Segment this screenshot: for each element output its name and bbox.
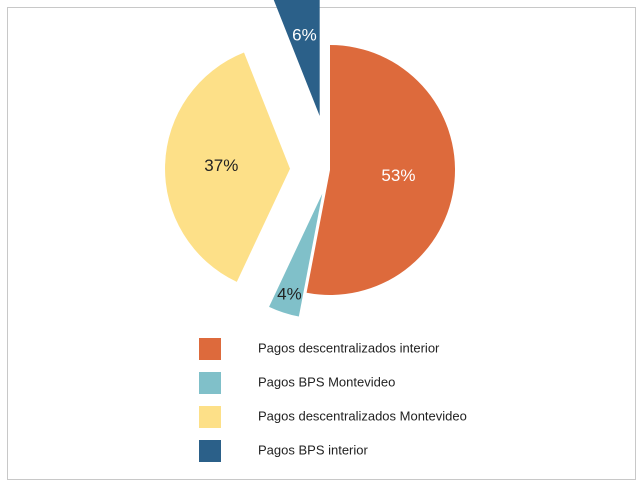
legend-label: Pagos BPS interior (258, 442, 369, 457)
legend-swatch (199, 440, 221, 462)
value-label: 53% (381, 166, 415, 185)
legend-label: Pagos descentralizados Montevideo (258, 408, 467, 423)
value-label: 37% (204, 156, 238, 175)
pie-slice (269, 193, 323, 317)
legend-label: Pagos descentralizados interior (258, 340, 440, 355)
legend-label: Pagos BPS Montevideo (258, 374, 395, 389)
pie-slice (306, 45, 455, 295)
value-label: 4% (277, 284, 302, 303)
pie-slice (273, 0, 320, 116)
legend-swatch (199, 406, 221, 428)
value-label: 6% (292, 26, 317, 45)
pie-slice (165, 52, 291, 282)
legend-swatch (199, 338, 221, 360)
legend-swatch (199, 372, 221, 394)
